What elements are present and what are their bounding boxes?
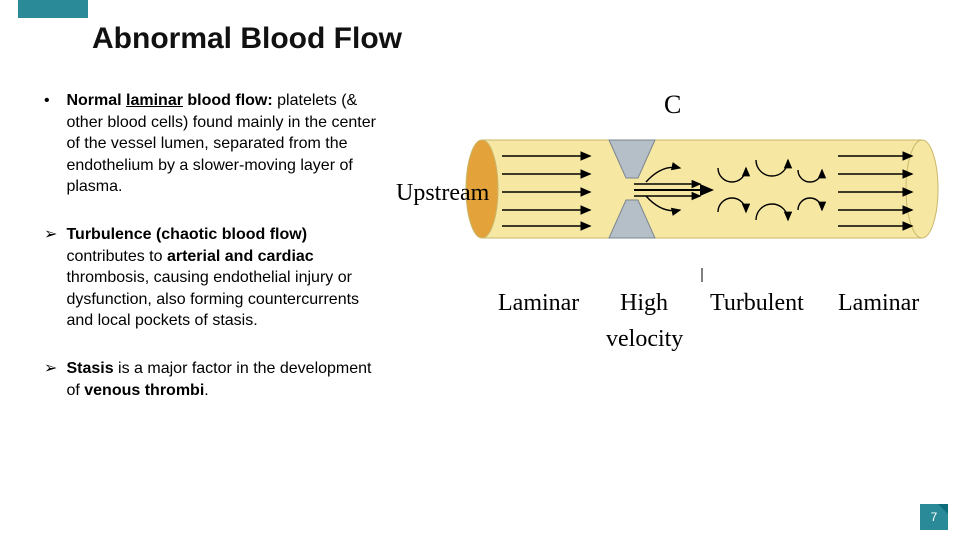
bullet-text: Stasis is a major factor in the developm… <box>66 358 382 401</box>
diagram-label-upstream: Upstream <box>396 180 489 207</box>
bullet-marker: ➢ <box>44 224 62 246</box>
slide: Abnormal Blood Flow • Normal laminar blo… <box>0 0 960 540</box>
page-title: Abnormal Blood Flow <box>92 22 402 56</box>
flow-diagram: C Upstream Laminar High Turbulent Lamina… <box>402 90 942 370</box>
diagram-label-turbulent: Turbulent <box>710 290 804 317</box>
diagram-label-laminar-1: Laminar <box>498 290 579 317</box>
bullet-1: • Normal laminar blood flow: platelets (… <box>44 90 384 198</box>
diagram-label-high: High <box>620 290 668 317</box>
diagram-label-top: C <box>664 90 681 120</box>
bullet-marker: • <box>44 90 62 112</box>
diagram-label-laminar-2: Laminar <box>838 290 919 317</box>
page-number-badge: 7 <box>920 504 948 530</box>
bullet-text: Normal laminar blood flow: platelets (& … <box>66 90 382 198</box>
diagram-label-velocity: velocity <box>606 326 683 353</box>
bullet-2: ➢ Turbulence (chaotic blood flow) contri… <box>44 224 384 332</box>
accent-bar <box>18 0 88 18</box>
body-column: • Normal laminar blood flow: platelets (… <box>44 90 384 427</box>
bullet-marker: ➢ <box>44 358 62 380</box>
badge-corner <box>938 504 948 514</box>
bullet-text: Turbulence (chaotic blood flow) contribu… <box>66 224 382 332</box>
bullet-3: ➢ Stasis is a major factor in the develo… <box>44 358 384 401</box>
page-number: 7 <box>931 510 938 524</box>
